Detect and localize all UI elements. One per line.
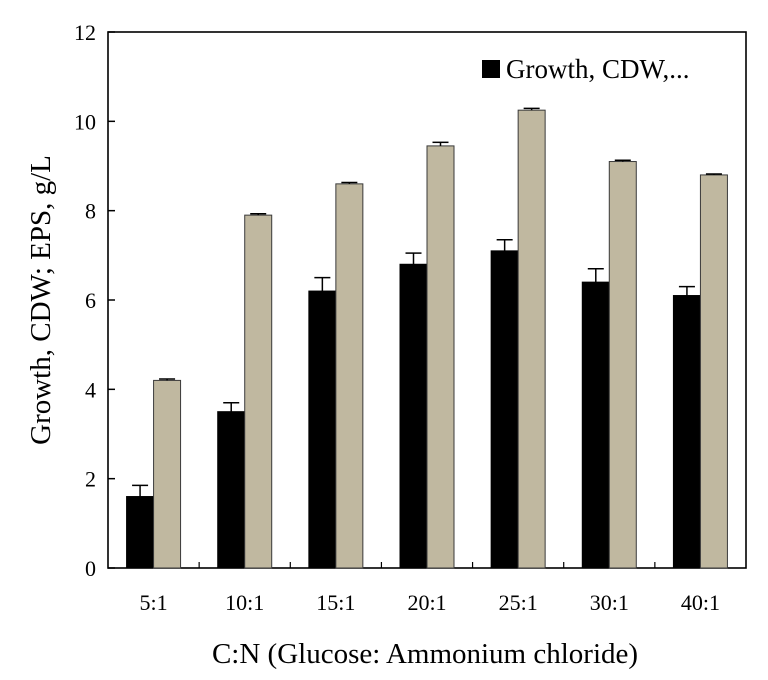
x-tick-label-6: 40:1 <box>681 590 720 615</box>
x-tick-label-2: 15:1 <box>316 590 355 615</box>
y-tick-label-6: 12 <box>74 20 96 45</box>
y-tick-label-2: 4 <box>85 377 96 402</box>
bar-s0-4 <box>490 250 519 569</box>
bar-s1-4 <box>517 109 546 569</box>
y-tick-label-0: 0 <box>85 556 96 581</box>
y-axis: 0 2 4 6 8 10 12 <box>74 20 115 581</box>
legend-swatch <box>482 60 500 78</box>
x-axis: 5:1 10:1 15:1 20:1 25:1 30:1 40:1 <box>140 562 720 615</box>
y-tick-label-1: 2 <box>85 467 96 492</box>
bar-s1-3 <box>426 145 455 569</box>
bar-s0-3 <box>399 263 428 569</box>
y-tick-label-4: 8 <box>85 199 96 224</box>
bar-s0-1 <box>217 411 246 569</box>
bar-s0-5 <box>581 281 610 569</box>
bar-s0-2 <box>308 290 337 569</box>
y-axis-title: Growth, CDW; EPS, g/L <box>25 155 57 445</box>
bar-s0-0 <box>126 496 155 569</box>
bar-s1-6 <box>699 174 728 569</box>
x-tick-label-1: 10:1 <box>225 590 264 615</box>
x-tick-label-3: 20:1 <box>407 590 446 615</box>
x-axis-title: C:N (Glucose: Ammonium chloride) <box>212 638 638 670</box>
bar-s1-0 <box>153 379 182 569</box>
bar-s0-6 <box>672 295 701 569</box>
bar-s1-5 <box>608 161 637 569</box>
x-tick-label-5: 30:1 <box>590 590 629 615</box>
x-tick-label-4: 25:1 <box>499 590 538 615</box>
y-tick-label-3: 6 <box>85 288 96 313</box>
bar-s1-2 <box>335 183 364 569</box>
legend-label: Growth, CDW,... <box>506 54 690 84</box>
bar-s1-1 <box>244 214 273 569</box>
bars <box>126 107 728 569</box>
y-tick-label-5: 10 <box>74 109 96 134</box>
legend: Growth, CDW,... <box>482 54 690 84</box>
x-tick-label-0: 5:1 <box>140 590 168 615</box>
